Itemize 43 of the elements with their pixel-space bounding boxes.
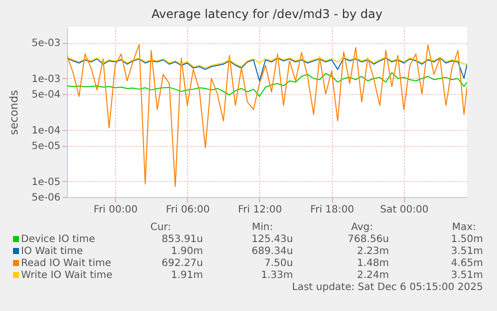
text: 2.23m [356,246,389,257]
y-tick-label: 5e-06 [32,192,60,204]
text: Max: [452,222,476,233]
line-series [67,56,467,68]
text: 3.51m [450,270,483,281]
line-series [67,44,467,187]
y-axis-title: seconds [8,90,21,135]
y-tick-label: 5e-04 [32,90,60,100]
y-tick-label: 1e-04 [32,126,60,136]
y-tick-label: 5e-05 [32,141,60,152]
text: 768.56u [348,234,389,245]
text: 4.65m [450,258,483,269]
text: 7.50u [264,258,293,269]
text: 1.91m [170,270,203,281]
text: 1.48m [356,258,389,269]
x-tick-label: Fri 00:00 [94,204,138,216]
text: Last update: Sat Dec 6 05:15:00 2025 [292,282,483,293]
text: 853.91u [162,234,203,245]
text: 125.43u [252,234,293,245]
legend-label: IO Wait time [21,246,83,257]
legend-label: Write IO Wait time [21,270,112,281]
text: Cur: [150,222,171,233]
legend-label: Read IO Wait time [21,258,112,269]
text: 1.33m [260,270,293,281]
y-tick-label: 1e-03 [32,74,60,85]
y-tick-label: 5e-03 [32,38,60,50]
text: 3.51m [450,246,483,257]
line-series [67,72,467,97]
text: 1.90m [170,246,203,257]
x-tick-label: Sat 00:00 [380,204,429,216]
y-tick-label: 1e-05 [32,176,60,188]
x-tick-label: Fri 18:00 [310,204,354,216]
line-series [67,58,467,82]
x-tick-label: Fri 12:00 [238,204,282,216]
text: 1.50m [450,234,483,245]
text: 692.27u [162,258,203,269]
text: Min: [252,222,273,233]
text: Avg: [351,222,373,233]
text: 689.34u [252,246,293,257]
x-tick-label: Fri 06:00 [166,204,210,216]
chart-title: Average latency for /dev/md3 - by day [152,7,382,21]
legend-label: Device IO time [21,234,95,245]
text: 2.24m [356,270,389,281]
